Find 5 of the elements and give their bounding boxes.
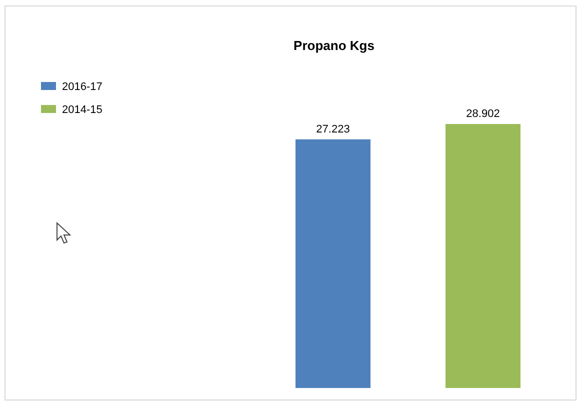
data-label: 27.223 [316,123,350,136]
text: 2016-17 [62,81,102,93]
text: 2014-15 [62,104,102,116]
data-label: 28.902 [466,108,500,120]
chart-title: Propano Kgs [294,38,374,53]
